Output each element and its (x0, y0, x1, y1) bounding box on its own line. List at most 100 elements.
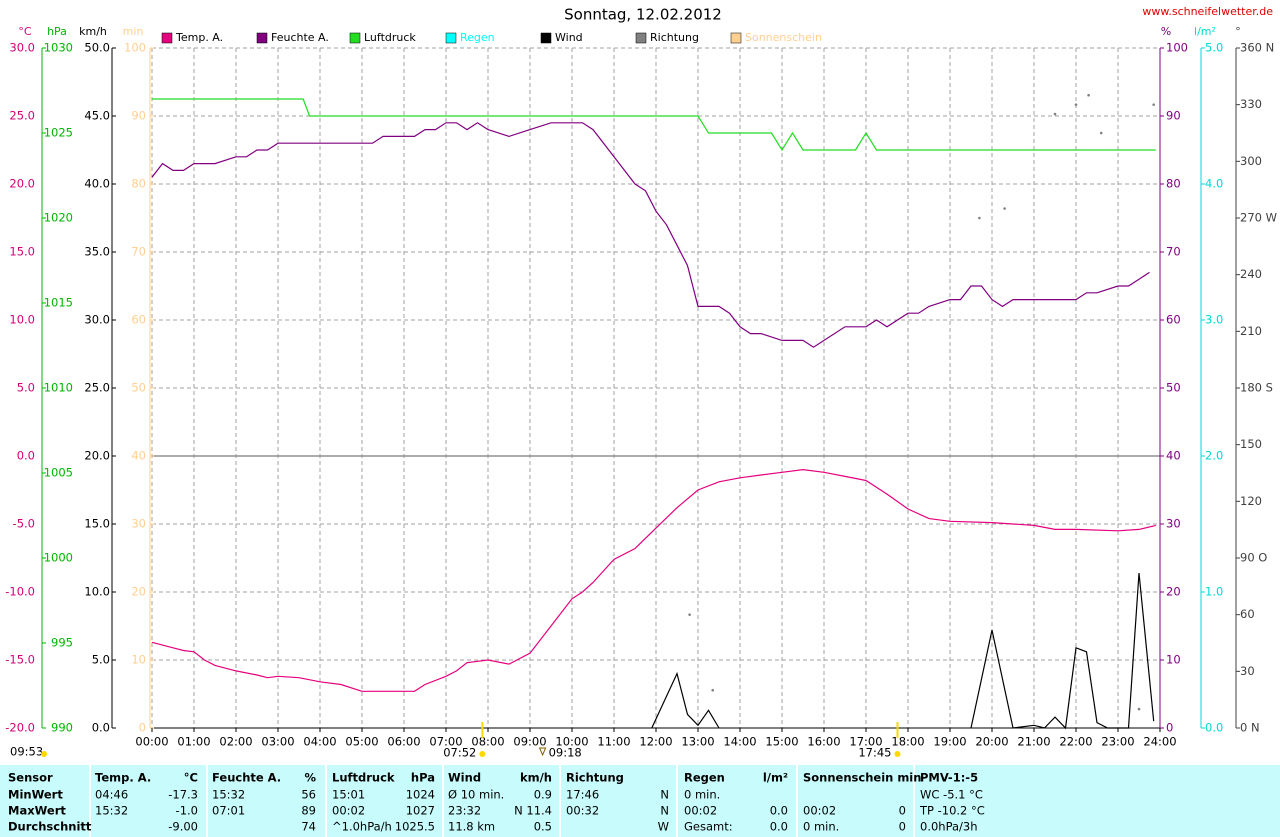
y-tick-label: 60 (131, 313, 146, 327)
x-tick-label: 02:00 (219, 735, 252, 749)
y-tick-label: 10 (1166, 653, 1181, 667)
legend-swatch (349, 32, 361, 44)
table-cell: 00:02 (684, 804, 717, 818)
y-tick-label: 35.0 (84, 245, 110, 259)
table-header: Luftdruck (332, 771, 395, 785)
direction-dot (978, 216, 981, 220)
table-cell: WC -5.1 °C (920, 788, 983, 802)
x-tick-label: 05:00 (345, 735, 378, 749)
x-tick-label: 14:00 (723, 735, 756, 749)
y-tick-label: 60 (1240, 607, 1255, 621)
y-tick-label: 30.0 (9, 41, 35, 55)
table-cell: 1025.5 (395, 820, 435, 834)
sun-time: 17:45 (858, 746, 891, 760)
table-header: PMV-1:-5 (920, 771, 978, 785)
stats-table-bg (0, 765, 1280, 837)
x-tick-label: 10:00 (555, 735, 588, 749)
y-tick-label: 5.0 (1205, 41, 1223, 55)
x-tick-label: 16:00 (807, 735, 840, 749)
direction-dot (1137, 707, 1141, 711)
series-line (651, 671, 720, 729)
table-header: Temp. A. (95, 771, 151, 785)
y-tick-label: 70 (1166, 245, 1181, 259)
table-cell: -1.0 (176, 804, 198, 818)
table-cell: 0.0hPa/3h (920, 820, 978, 834)
y-tick-label: 10 (131, 653, 146, 667)
y-tick-label: 150 (1240, 437, 1262, 451)
table-cell: 04:46 (95, 788, 128, 802)
table-cell: N (660, 788, 669, 802)
y-tick-label: 30.0 (84, 313, 110, 327)
table-cell: 0.5 (534, 820, 552, 834)
table-cell: 74 (301, 820, 316, 834)
y-tick-label: 100 (1166, 41, 1188, 55)
y-tick-label: 40.0 (84, 177, 110, 191)
x-tick-label: 06:00 (387, 735, 420, 749)
table-cell: 0.0 (770, 804, 788, 818)
table-cell: Ø 10 min. (448, 788, 504, 802)
table-cell: 0.0 (770, 820, 788, 834)
legend-label: Regen (460, 31, 495, 44)
y-tick-label: -5.0 (13, 517, 35, 531)
sun-time: 09:18 (549, 746, 582, 760)
x-tick-label: 13:00 (681, 735, 714, 749)
series-line (152, 98, 1156, 152)
axis-title: l/m² (1194, 25, 1216, 38)
y-tick-label: 4.0 (1205, 177, 1223, 191)
y-tick-label: 25.0 (84, 381, 110, 395)
table-cell: 00:32 (566, 804, 599, 818)
table-header: Feuchte A. (212, 771, 281, 785)
y-tick-label: 990 (51, 721, 73, 735)
table-cell: W (658, 820, 669, 834)
direction-dot (1074, 103, 1078, 106)
table-cell: 1024 (406, 788, 435, 802)
chart-title: Sonntag, 12.02.2012 (564, 6, 722, 24)
sun-icon (894, 751, 901, 757)
x-tick-label: 12:00 (639, 735, 672, 749)
direction-dot (1053, 112, 1057, 116)
legend-swatch (445, 32, 457, 44)
direction-dot (688, 613, 691, 616)
y-tick-label: 20 (1166, 585, 1181, 599)
legend-label: Wind (555, 31, 583, 44)
y-tick-label: 90 (131, 109, 146, 123)
table-cell: 0 (899, 820, 906, 834)
x-tick-label: 09:00 (513, 735, 546, 749)
table-cell: 23:32 (448, 804, 481, 818)
x-tick-label: 00:00 (135, 735, 168, 749)
y-tick-label: -20.0 (5, 721, 35, 735)
table-cell: 0 min. (684, 788, 720, 802)
direction-dot (1152, 103, 1155, 106)
y-tick-label: -15.0 (5, 653, 35, 667)
y-tick-label: 1025 (44, 126, 73, 140)
legend-label: Feuchte A. (271, 31, 329, 44)
table-cell: -17.3 (168, 788, 198, 802)
axis-title: hPa (47, 25, 67, 38)
y-tick-label: 100 (124, 41, 146, 55)
y-tick-label: 70 (131, 245, 146, 259)
y-tick-label: 50.0 (84, 41, 110, 55)
table-header-unit: °C (184, 771, 198, 785)
table-cell: 11.8 km (448, 820, 495, 834)
table-header: Sonnenschein min (803, 771, 921, 785)
x-tick-label: 20:00 (975, 735, 1008, 749)
axis-title: ° (1235, 25, 1241, 38)
y-tick-label: 30 (1240, 664, 1255, 678)
legend-label: Richtung (650, 31, 699, 44)
source-link: www.schneifelwetter.de (1142, 5, 1273, 18)
table-header: Wind (448, 771, 481, 785)
y-tick-label: 60 (1166, 313, 1181, 327)
x-tick-label: 22:00 (1059, 735, 1092, 749)
table-row-label: MinWert (8, 788, 63, 802)
table-cell: ^1.0hPa/h (332, 820, 392, 834)
table-cell: 0 (899, 804, 906, 818)
y-tick-label: 1010 (44, 381, 73, 395)
table-cell: 00:02 (803, 804, 836, 818)
axis-title: min (123, 25, 144, 38)
y-tick-label: 10.0 (84, 585, 110, 599)
y-tick-label: 40 (131, 449, 146, 463)
x-tick-label: 24:00 (1143, 735, 1176, 749)
y-tick-label: 240 (1240, 267, 1262, 281)
table-cell: 1027 (406, 804, 435, 818)
